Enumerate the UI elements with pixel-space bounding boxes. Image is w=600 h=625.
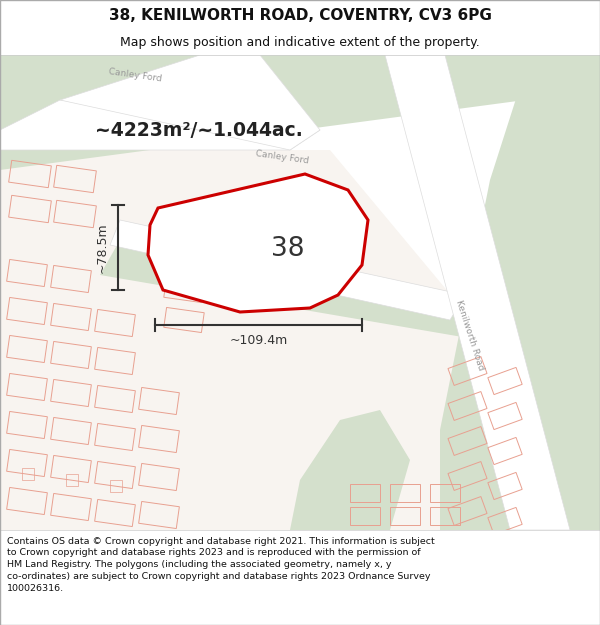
Polygon shape (385, 55, 570, 530)
Text: Map shows position and indicative extent of the property.: Map shows position and indicative extent… (120, 36, 480, 49)
Text: ~109.4m: ~109.4m (229, 334, 287, 346)
Polygon shape (0, 55, 600, 170)
Polygon shape (148, 174, 368, 312)
Text: 38: 38 (271, 236, 304, 262)
Text: ~4223m²/~1.044ac.: ~4223m²/~1.044ac. (95, 121, 303, 139)
Polygon shape (0, 150, 480, 530)
Text: Kenilworth Road: Kenilworth Road (454, 299, 485, 371)
Text: Contains OS data © Crown copyright and database right 2021. This information is : Contains OS data © Crown copyright and d… (7, 537, 435, 593)
Polygon shape (440, 55, 600, 530)
Polygon shape (110, 220, 465, 320)
Text: Canley Ford: Canley Ford (108, 67, 163, 83)
Text: Canley Ford: Canley Ford (255, 149, 310, 165)
Polygon shape (290, 410, 410, 530)
Polygon shape (100, 240, 500, 340)
Text: ~78.5m: ~78.5m (95, 222, 109, 272)
Polygon shape (0, 100, 320, 150)
Text: 38, KENILWORTH ROAD, COVENTRY, CV3 6PG: 38, KENILWORTH ROAD, COVENTRY, CV3 6PG (109, 8, 491, 23)
Polygon shape (60, 55, 320, 150)
